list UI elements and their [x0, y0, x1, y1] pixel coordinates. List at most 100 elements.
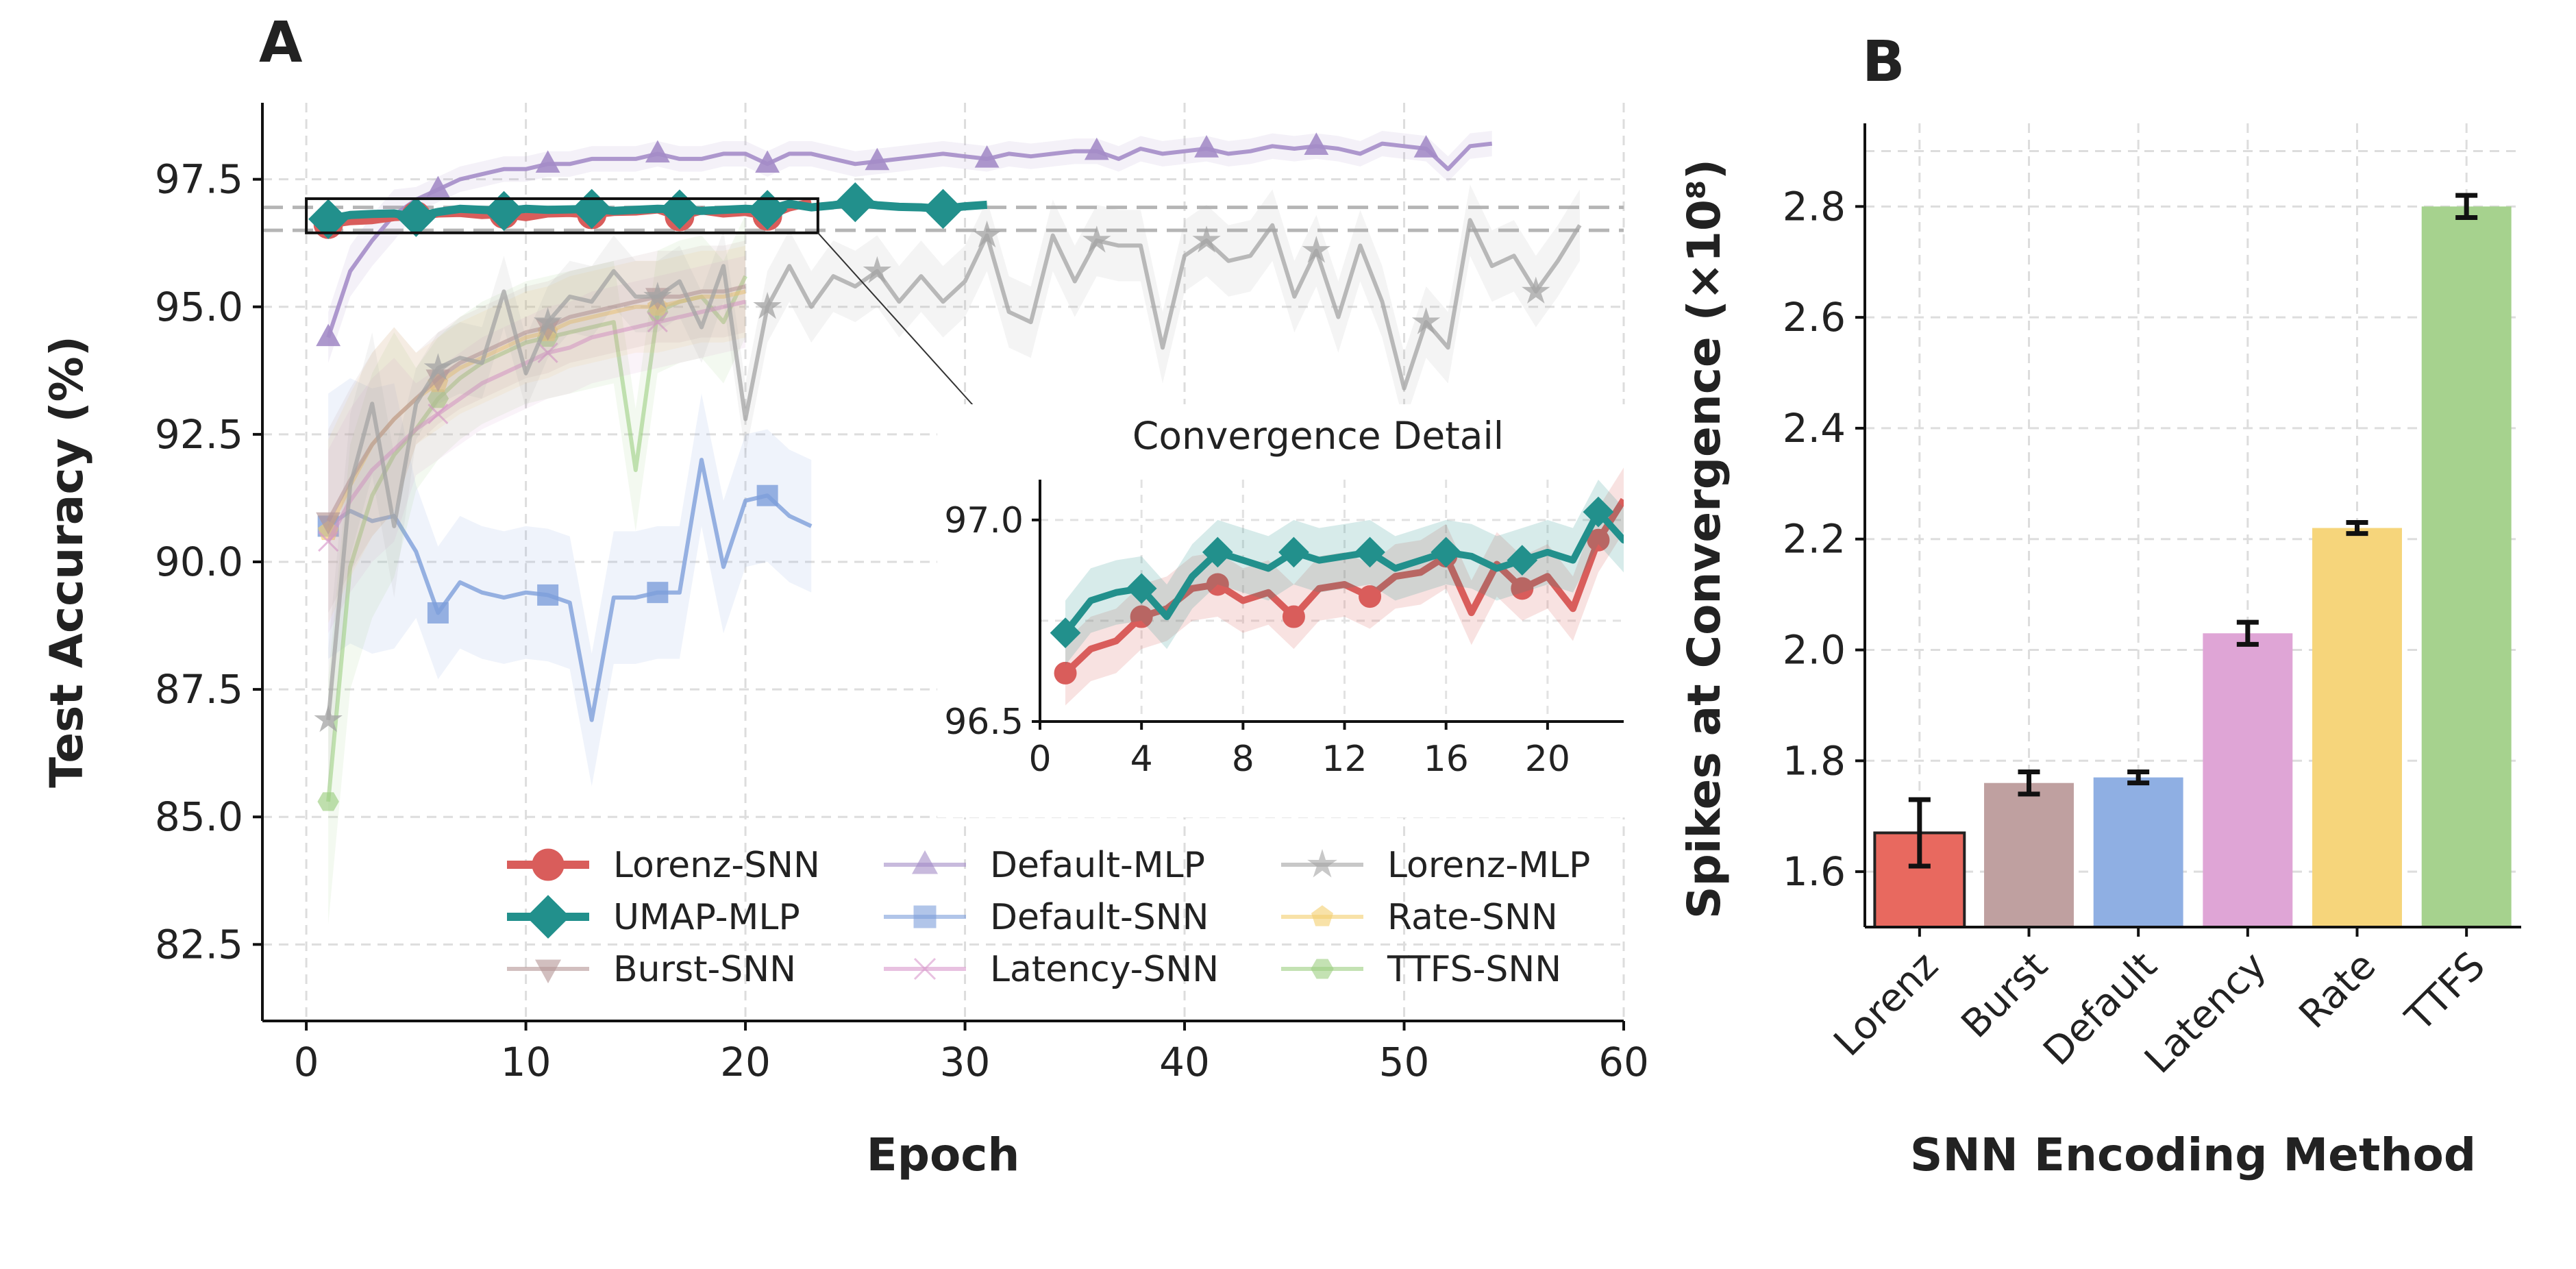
legend-label: Lorenz-SNN	[613, 845, 820, 886]
marker-default-mlp	[535, 150, 560, 173]
inset-band-umap-mlp	[1065, 480, 1624, 665]
bar-group-burst	[1984, 769, 2074, 927]
legend-label: Burst-SNN	[613, 949, 796, 990]
legend-label: UMAP-MLP	[613, 897, 800, 938]
marker-umap-mlp	[659, 189, 700, 230]
legend-marker-ttfs-snn	[1311, 959, 1334, 979]
inset-series	[1050, 467, 1624, 706]
bar-burst	[1984, 783, 2074, 927]
marker-burst-snn	[316, 512, 341, 535]
x-tick-label: Burst	[1953, 944, 2057, 1047]
marker-umap-mlp	[923, 188, 963, 229]
y-tick-label: 1.6	[1783, 848, 1846, 895]
inset-x-tick-label: 4	[1130, 739, 1153, 780]
legend-marker-umap-mlp	[526, 895, 570, 939]
legend-label: Default-SNN	[990, 897, 1209, 938]
bar-group-rate	[2312, 519, 2402, 927]
inset-x-tick-label: 20	[1525, 739, 1570, 780]
legend-label: Latency-SNN	[990, 949, 1219, 990]
bar-rate	[2312, 528, 2402, 927]
marker-latency-snn	[647, 312, 668, 333]
inset-x-tick-label: 12	[1322, 739, 1367, 780]
inset-marker-umap-mlp	[1354, 537, 1385, 568]
legend-a: Lorenz-SNN UMAP-MLP Burst-SNN Default-MLP De…	[507, 845, 1590, 990]
line-umap-mlp	[327, 198, 988, 223]
legend-item-burst-snn: Burst-SNN	[507, 949, 796, 990]
legend-item-default-mlp: Default-MLP	[884, 845, 1205, 886]
marker-lorenz-mlp	[972, 220, 1002, 248]
panel-a: A 0 10 20 30 40 50 6082.585.087.590.092.595.09…	[40, 10, 1649, 1181]
y-tick-label: 87.5	[155, 666, 243, 713]
marker-default-snn	[647, 582, 669, 604]
marker-default-mlp	[645, 140, 670, 163]
marker-ttfs-snn	[317, 792, 339, 811]
inset-marker-umap-mlp	[1050, 617, 1081, 648]
x-tick-label: 60	[1598, 1039, 1649, 1085]
marker-lorenz-mlp	[863, 256, 892, 284]
marker-lorenz-mlp	[1192, 225, 1221, 253]
inset-x-tick-label: 16	[1424, 739, 1469, 780]
legend-item-lorenz-snn: Lorenz-SNN	[507, 845, 820, 886]
marker-umap-mlp	[835, 182, 876, 223]
line-lorenz-mlp	[326, 218, 1582, 721]
inset-marker-lorenz-snn	[1511, 577, 1534, 600]
marker-lorenz-mlp	[314, 705, 343, 732]
inset-marker-umap-mlp	[1431, 537, 1462, 568]
y-tick-label: 2.6	[1783, 294, 1846, 341]
band-latency-snn	[328, 256, 746, 634]
marker-default-mlp	[1194, 135, 1219, 158]
y-tick-label: 2.0	[1783, 627, 1846, 674]
x-tick-label: 20	[720, 1039, 771, 1085]
marker-lorenz-mlp	[753, 292, 782, 319]
grid-b	[1865, 123, 2521, 927]
legend-marker-default-snn	[913, 905, 937, 928]
inset-marker-umap-mlp	[1126, 573, 1157, 604]
bar-group-latency	[2203, 619, 2293, 927]
bar-ttfs	[2421, 206, 2512, 927]
legend-marker-lorenz-mlp	[1307, 849, 1337, 878]
marker-default-snn	[756, 484, 778, 506]
inset-marker-lorenz-snn	[1054, 661, 1077, 685]
x-tick-label: 50	[1379, 1039, 1430, 1085]
legend-marker-burst-snn	[534, 959, 562, 984]
marker-default-mlp	[425, 175, 451, 199]
legend-item-lorenz-mlp: Lorenz-MLP	[1281, 845, 1590, 886]
marker-default-mlp	[755, 150, 780, 173]
x-tick-label: 0	[294, 1039, 319, 1085]
marker-default-snn	[537, 584, 559, 606]
marker-latency-snn	[537, 342, 558, 363]
marker-default-snn	[427, 602, 449, 624]
line-burst-snn	[326, 284, 746, 522]
panel-label-b: B	[1862, 29, 1905, 95]
series-layer	[308, 130, 1582, 924]
band-burst-snn	[328, 241, 746, 613]
marker-latency-snn	[318, 531, 339, 552]
y-tick-label: 97.5	[155, 156, 243, 203]
x-axis-title: SNN Encoding Method	[1910, 1129, 2476, 1181]
legend-marker-rate-snn	[1311, 905, 1334, 926]
x-tick-label: 40	[1159, 1039, 1210, 1085]
marker-lorenz-mlp	[643, 282, 672, 309]
x-tick-label: TTFS	[2397, 944, 2494, 1041]
inset-x-tick-label: 0	[1028, 739, 1051, 780]
inset-marker-lorenz-snn	[1587, 528, 1610, 552]
marker-default-mlp	[1304, 132, 1329, 155]
marker-umap-mlp	[396, 197, 436, 237]
marker-lorenz-mlp	[423, 353, 453, 380]
legend-label: TTFS-SNN	[1387, 949, 1561, 990]
series-latency-snn	[318, 256, 746, 634]
y-tick-label: 85.0	[155, 793, 243, 840]
bar-latency	[2203, 633, 2293, 927]
marker-default-mlp	[974, 145, 1000, 168]
inset: 0 4 8 12 16 20 96.5 97.0 Convergence Detail	[817, 232, 1625, 817]
marker-lorenz-mlp	[1411, 307, 1441, 334]
bar-group-default	[2093, 769, 2183, 927]
y-tick-label: 95.0	[155, 284, 243, 330]
band-default-snn	[328, 378, 812, 787]
marker-default-mlp	[316, 323, 341, 347]
panel-label-a: A	[259, 10, 303, 75]
y-tick-label: 2.8	[1783, 183, 1846, 230]
inset-marker-umap-mlp	[1583, 496, 1614, 528]
